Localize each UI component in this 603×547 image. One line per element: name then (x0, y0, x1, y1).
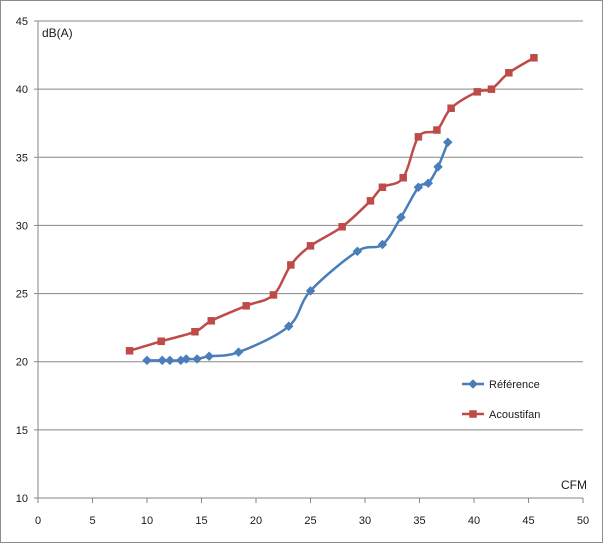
x-tick-label: 10 (141, 515, 153, 527)
legend-item: Acoustifan (462, 409, 540, 421)
y-tick-label: 25 (16, 289, 28, 301)
x-tick-label: 0 (35, 515, 41, 527)
y-tick-label: 35 (16, 152, 28, 164)
x-tick-label: 30 (359, 515, 371, 527)
legend-label: Acoustifan (489, 409, 540, 421)
data-point (306, 242, 315, 250)
x-tick-label: 25 (304, 515, 316, 527)
data-point (414, 133, 423, 141)
data-point (530, 54, 538, 62)
data-point (191, 327, 199, 336)
x-tick-label: 15 (195, 515, 207, 527)
data-point (269, 291, 278, 299)
data-point (433, 126, 441, 134)
y-tick-label: 20 (16, 357, 28, 369)
x-tick-label: 50 (577, 515, 589, 527)
series-group (125, 54, 538, 366)
legend: Référence Acoustifan (462, 379, 540, 421)
data-point (165, 355, 175, 366)
data-point (142, 355, 152, 366)
x-tick-label: 35 (413, 515, 425, 527)
legend-label: Référence (489, 379, 540, 391)
y-tick-label: 40 (16, 84, 28, 96)
data-point (442, 137, 453, 148)
data-point (447, 104, 455, 112)
x-axis-title: CFM (561, 478, 587, 492)
gridlines (38, 20, 583, 431)
x-tick-label: 5 (89, 515, 95, 527)
x-tick-label: 40 (468, 515, 480, 527)
y-tick-label: 10 (16, 493, 28, 505)
y-tick-label: 15 (16, 425, 28, 437)
data-point (157, 337, 165, 346)
data-point (377, 239, 388, 250)
data-point (233, 347, 244, 358)
x-tick-label: 20 (250, 515, 262, 527)
data-point (505, 69, 513, 77)
data-point (433, 161, 443, 172)
tick-labels: 10 15 20 25 30 35 40 45 0 5 10 15 20 25 30 35 40 45 50 (16, 16, 589, 527)
x-tick-label: 45 (522, 515, 534, 527)
data-point (207, 317, 216, 325)
data-point (423, 178, 434, 189)
data-point (287, 261, 295, 269)
data-point (366, 197, 375, 205)
data-point (181, 354, 192, 364)
data-point (157, 355, 168, 366)
data-point (396, 212, 406, 223)
axes (34, 20, 584, 503)
legend-swatch-marker (468, 379, 478, 389)
data-point (305, 285, 316, 296)
data-point (399, 173, 407, 182)
y-tick-label: 45 (16, 16, 28, 28)
y-tick-label: 30 (16, 220, 28, 232)
legend-item: Référence (462, 379, 540, 391)
series-1 (142, 137, 453, 366)
data-point (487, 85, 496, 93)
data-point (192, 354, 202, 364)
series-2 (125, 54, 538, 355)
series-line (128, 56, 536, 353)
data-point (413, 182, 424, 193)
data-point (378, 183, 387, 192)
data-point (338, 223, 346, 231)
data-point (242, 302, 250, 310)
data-point (473, 88, 482, 96)
data-point (283, 321, 294, 332)
y-axis-title: dB(A) (42, 26, 73, 40)
data-point (204, 351, 214, 362)
legend-swatch-marker (469, 410, 477, 418)
data-point (125, 347, 134, 355)
data-point (352, 246, 363, 257)
